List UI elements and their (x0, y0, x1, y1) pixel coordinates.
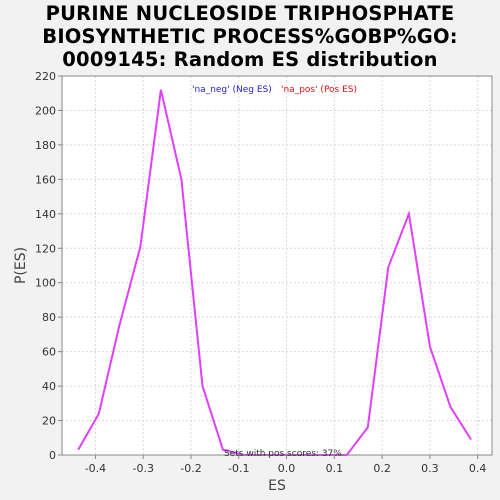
x-axis-ticks: -0.4 -0.3 -0.2 -0.1 0.0 0.1 0.2 0.3 0.4 (85, 455, 487, 475)
plot-area (62, 76, 492, 455)
x-tick-label: -0.3 (132, 462, 153, 475)
y-tick-label: 220 (35, 70, 56, 83)
y-tick-label: 180 (35, 139, 56, 152)
y-tick-label: 100 (35, 277, 56, 290)
y-axis-ticks: 0 20 40 60 80 100 120 140 160 180 200 220 (35, 70, 62, 462)
x-axis-label: ES (268, 478, 286, 494)
x-tick-label: 0.3 (421, 462, 439, 475)
x-tick-label: 0.4 (469, 462, 487, 475)
y-tick-label: 160 (35, 173, 56, 186)
y-tick-label: 60 (42, 346, 56, 359)
y-tick-label: 0 (49, 449, 56, 462)
chart-title-line-2: BIOSYNTHETIC PROCESS%GOBP%GO: (42, 25, 458, 48)
plot-border (61, 75, 493, 456)
x-tick-label: 0.2 (373, 462, 391, 475)
chart-title-line-3: 0009145: Random ES distribution (62, 48, 438, 71)
y-tick-label: 200 (35, 104, 56, 117)
x-tick-label: -0.2 (180, 462, 201, 475)
legend-neg-label: 'na_neg' (Neg ES) (192, 85, 272, 95)
x-tick-label: -0.1 (228, 462, 249, 475)
y-tick-label: 20 (42, 415, 56, 428)
x-tick-label: 0.1 (326, 462, 344, 475)
chart-title: PURINE NUCLEOSIDE TRIPHOSPHATE BIOSYNTHE… (0, 2, 500, 71)
chart-title-line-1: PURINE NUCLEOSIDE TRIPHOSPHATE (45, 2, 455, 25)
y-tick-label: 80 (42, 311, 56, 324)
pos-scores-annotation: Sets with pos scores: 37% (224, 449, 342, 459)
legend-pos-label: 'na_pos' (Pos ES) (281, 85, 357, 95)
y-tick-label: 40 (42, 380, 56, 393)
y-tick-label: 140 (35, 208, 56, 221)
x-tick-label: -0.4 (85, 462, 106, 475)
y-axis-label: P(ES) (13, 247, 29, 284)
x-tick-label: 0.0 (278, 462, 296, 475)
y-tick-label: 120 (35, 242, 56, 255)
